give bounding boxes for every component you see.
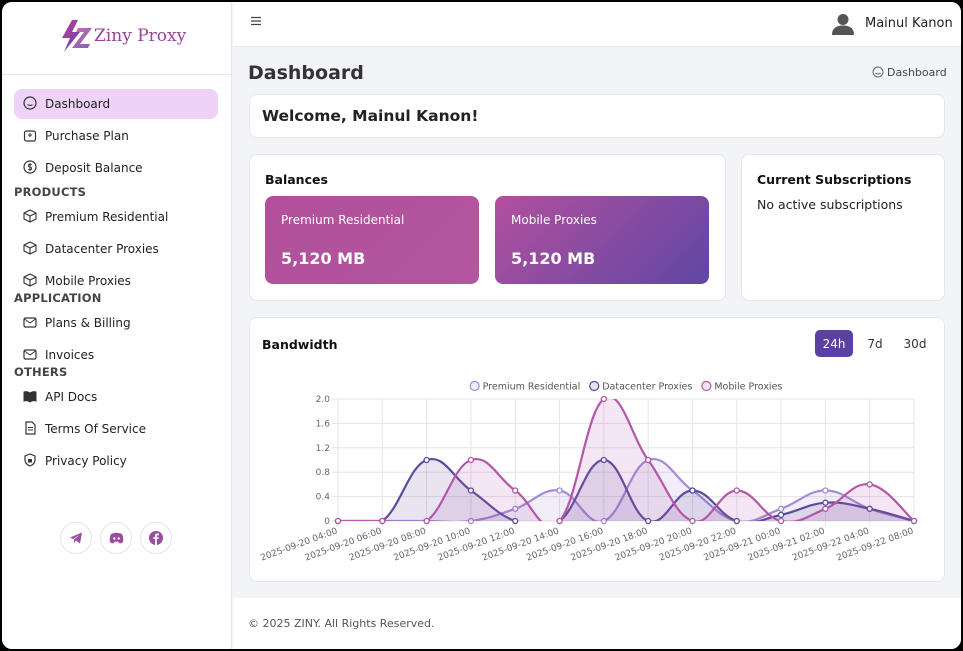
data-point — [689, 517, 696, 525]
nav-item[interactable]: Deposit Balance — [14, 153, 218, 183]
legend: Premium Residential Datacenter Proxies Mob… — [469, 380, 782, 393]
data-point — [423, 456, 430, 464]
data-point — [733, 487, 740, 494]
nav-item[interactable]: Privacy Policy — [14, 446, 218, 476]
data-point — [822, 487, 829, 494]
x-tick-label: 2025-09-22 08:00 — [835, 526, 915, 563]
subscriptions-text: No active subscriptions — [757, 197, 903, 212]
nav-item[interactable]: Datacenter Proxies — [14, 234, 218, 264]
data-point — [467, 517, 475, 525]
balance-label: Mobile Proxies — [511, 213, 597, 227]
subscriptions-card: Current Subscriptions No active subscrip… — [741, 154, 945, 301]
y-tick-label: 0 — [324, 517, 330, 527]
balance-label: Premium Residential — [281, 213, 405, 227]
data-point — [866, 481, 873, 488]
y-tick-label: 1.2 — [316, 444, 330, 454]
data-point — [645, 517, 652, 525]
welcome-card: Welcome, Mainul Kanon! — [249, 94, 945, 138]
y-tick-label: 1.6 — [316, 419, 331, 429]
telegram-link[interactable] — [60, 522, 92, 554]
top-bar: Mainul Kanon — [233, 2, 961, 47]
range-button[interactable]: 7d — [867, 336, 883, 351]
data-point — [689, 487, 696, 494]
data-point — [822, 499, 829, 506]
facebook-link[interactable] — [140, 522, 172, 554]
legend-label: Mobile Proxies — [714, 382, 782, 393]
series-area — [338, 459, 914, 521]
range-button[interactable]: 30d — [903, 336, 927, 351]
nav-heading: PRODUCTS — [14, 185, 87, 199]
breadcrumb[interactable]: Dashboard — [887, 66, 947, 79]
sidebar: Ziny Proxy Dashboard Purchase Plan Deposit… — [2, 2, 232, 649]
nav-item[interactable]: Plans & Billing — [14, 308, 218, 338]
data-point — [423, 517, 430, 525]
nav-item[interactable]: Dashboard — [14, 89, 218, 119]
data-point — [777, 505, 785, 512]
data-point — [600, 456, 607, 464]
legend-marker — [469, 380, 480, 392]
page-title: Dashboard — [248, 62, 364, 84]
data-point — [910, 517, 918, 525]
balance-value: 5,120 MB — [281, 249, 366, 268]
series-line — [338, 399, 914, 521]
brand: Ziny Proxy — [94, 26, 187, 46]
data-point — [334, 517, 342, 525]
data-point — [600, 517, 607, 525]
data-point — [512, 487, 519, 494]
footer-text: © 2025 ZINY. All Rights Reserved. — [248, 617, 435, 630]
data-point — [379, 517, 386, 525]
data-point — [733, 517, 740, 525]
legend-marker — [589, 380, 600, 392]
data-point — [512, 505, 519, 512]
balances-title: Balances — [265, 172, 328, 187]
data-point — [512, 517, 519, 525]
home-icon — [872, 66, 884, 78]
legend-marker — [701, 380, 712, 392]
balance-card: Mobile Proxies 5,120 MB — [495, 196, 709, 284]
nav-item[interactable]: Mobile Proxies — [14, 266, 218, 296]
data-point — [556, 517, 563, 525]
subscriptions-title: Current Subscriptions — [757, 172, 912, 187]
balances-card: Balances Premium Residential 5,120 MB Mo… — [249, 154, 726, 301]
nav-item[interactable]: Invoices — [14, 340, 218, 370]
data-point — [777, 517, 785, 525]
legend-label: Datacenter Proxies — [602, 382, 692, 393]
balance-card: Premium Residential 5,120 MB — [265, 196, 479, 284]
data-point — [467, 456, 475, 464]
balance-value: 5,120 MB — [511, 249, 596, 268]
data-point — [556, 487, 563, 494]
bandwidth-title: Bandwidth — [262, 337, 338, 352]
footer: © 2025 ZINY. All Rights Reserved. — [233, 598, 961, 649]
logo-icon — [62, 20, 92, 52]
nav-heading: OTHERS — [14, 365, 68, 379]
nav-heading: APPLICATION — [14, 291, 102, 305]
data-point — [645, 456, 652, 464]
data-point — [467, 487, 475, 494]
data-point — [777, 511, 785, 519]
nav-item[interactable]: API Docs — [14, 382, 218, 412]
data-point — [600, 395, 607, 403]
y-tick-label: 0.8 — [316, 468, 331, 478]
series-area — [338, 399, 914, 521]
discord-link[interactable] — [100, 522, 132, 554]
divider — [2, 74, 232, 75]
y-tick-label: 2.0 — [316, 395, 331, 405]
welcome-text: Welcome, Mainul Kanon! — [262, 107, 479, 125]
nav-item[interactable]: Premium Residential — [14, 202, 218, 232]
range-button[interactable]: 24h — [815, 330, 853, 357]
data-point — [866, 505, 873, 512]
menu-toggle[interactable] — [250, 16, 262, 26]
user-name[interactable]: Mainul Kanon — [865, 16, 953, 31]
nav-item[interactable]: Purchase Plan — [14, 121, 218, 151]
user-avatar[interactable] — [831, 12, 855, 36]
bandwidth-card: Bandwidth 24h 7d 30d — [249, 317, 945, 582]
nav-item[interactable]: Terms Of Service — [14, 414, 218, 444]
data-point — [822, 505, 829, 512]
y-tick-label: 0.4 — [316, 493, 331, 503]
legend-label: Premium Residential — [483, 382, 581, 393]
